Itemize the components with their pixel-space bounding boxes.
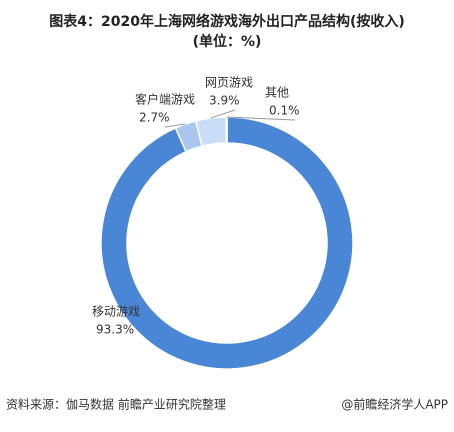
leader-line	[164, 123, 186, 128]
value-label: 93.3%	[96, 323, 134, 337]
credit: @前瞻经济学人APP	[341, 397, 448, 412]
chart-title: 图表4：2020年上海网络游戏海外出口产品结构(按收入)	[49, 13, 405, 30]
slice-label: 客户端游戏	[135, 92, 195, 107]
slice	[100, 116, 354, 370]
value-label: 3.9%	[209, 94, 240, 108]
chart-subtitle: (单位：%)	[193, 33, 262, 50]
slice-label: 网页游戏	[205, 76, 253, 90]
slice	[194, 116, 228, 148]
leader-line	[210, 109, 236, 119]
leader-line	[226, 116, 296, 121]
value-label: 0.1%	[269, 104, 300, 118]
slice-label: 其他	[265, 86, 289, 100]
source: 资料来源：伽马数据 前瞻产业研究院整理	[6, 397, 226, 412]
slice-label: 移动游戏	[92, 305, 140, 319]
value-label: 2.7%	[139, 111, 170, 125]
slice	[225, 116, 228, 144]
